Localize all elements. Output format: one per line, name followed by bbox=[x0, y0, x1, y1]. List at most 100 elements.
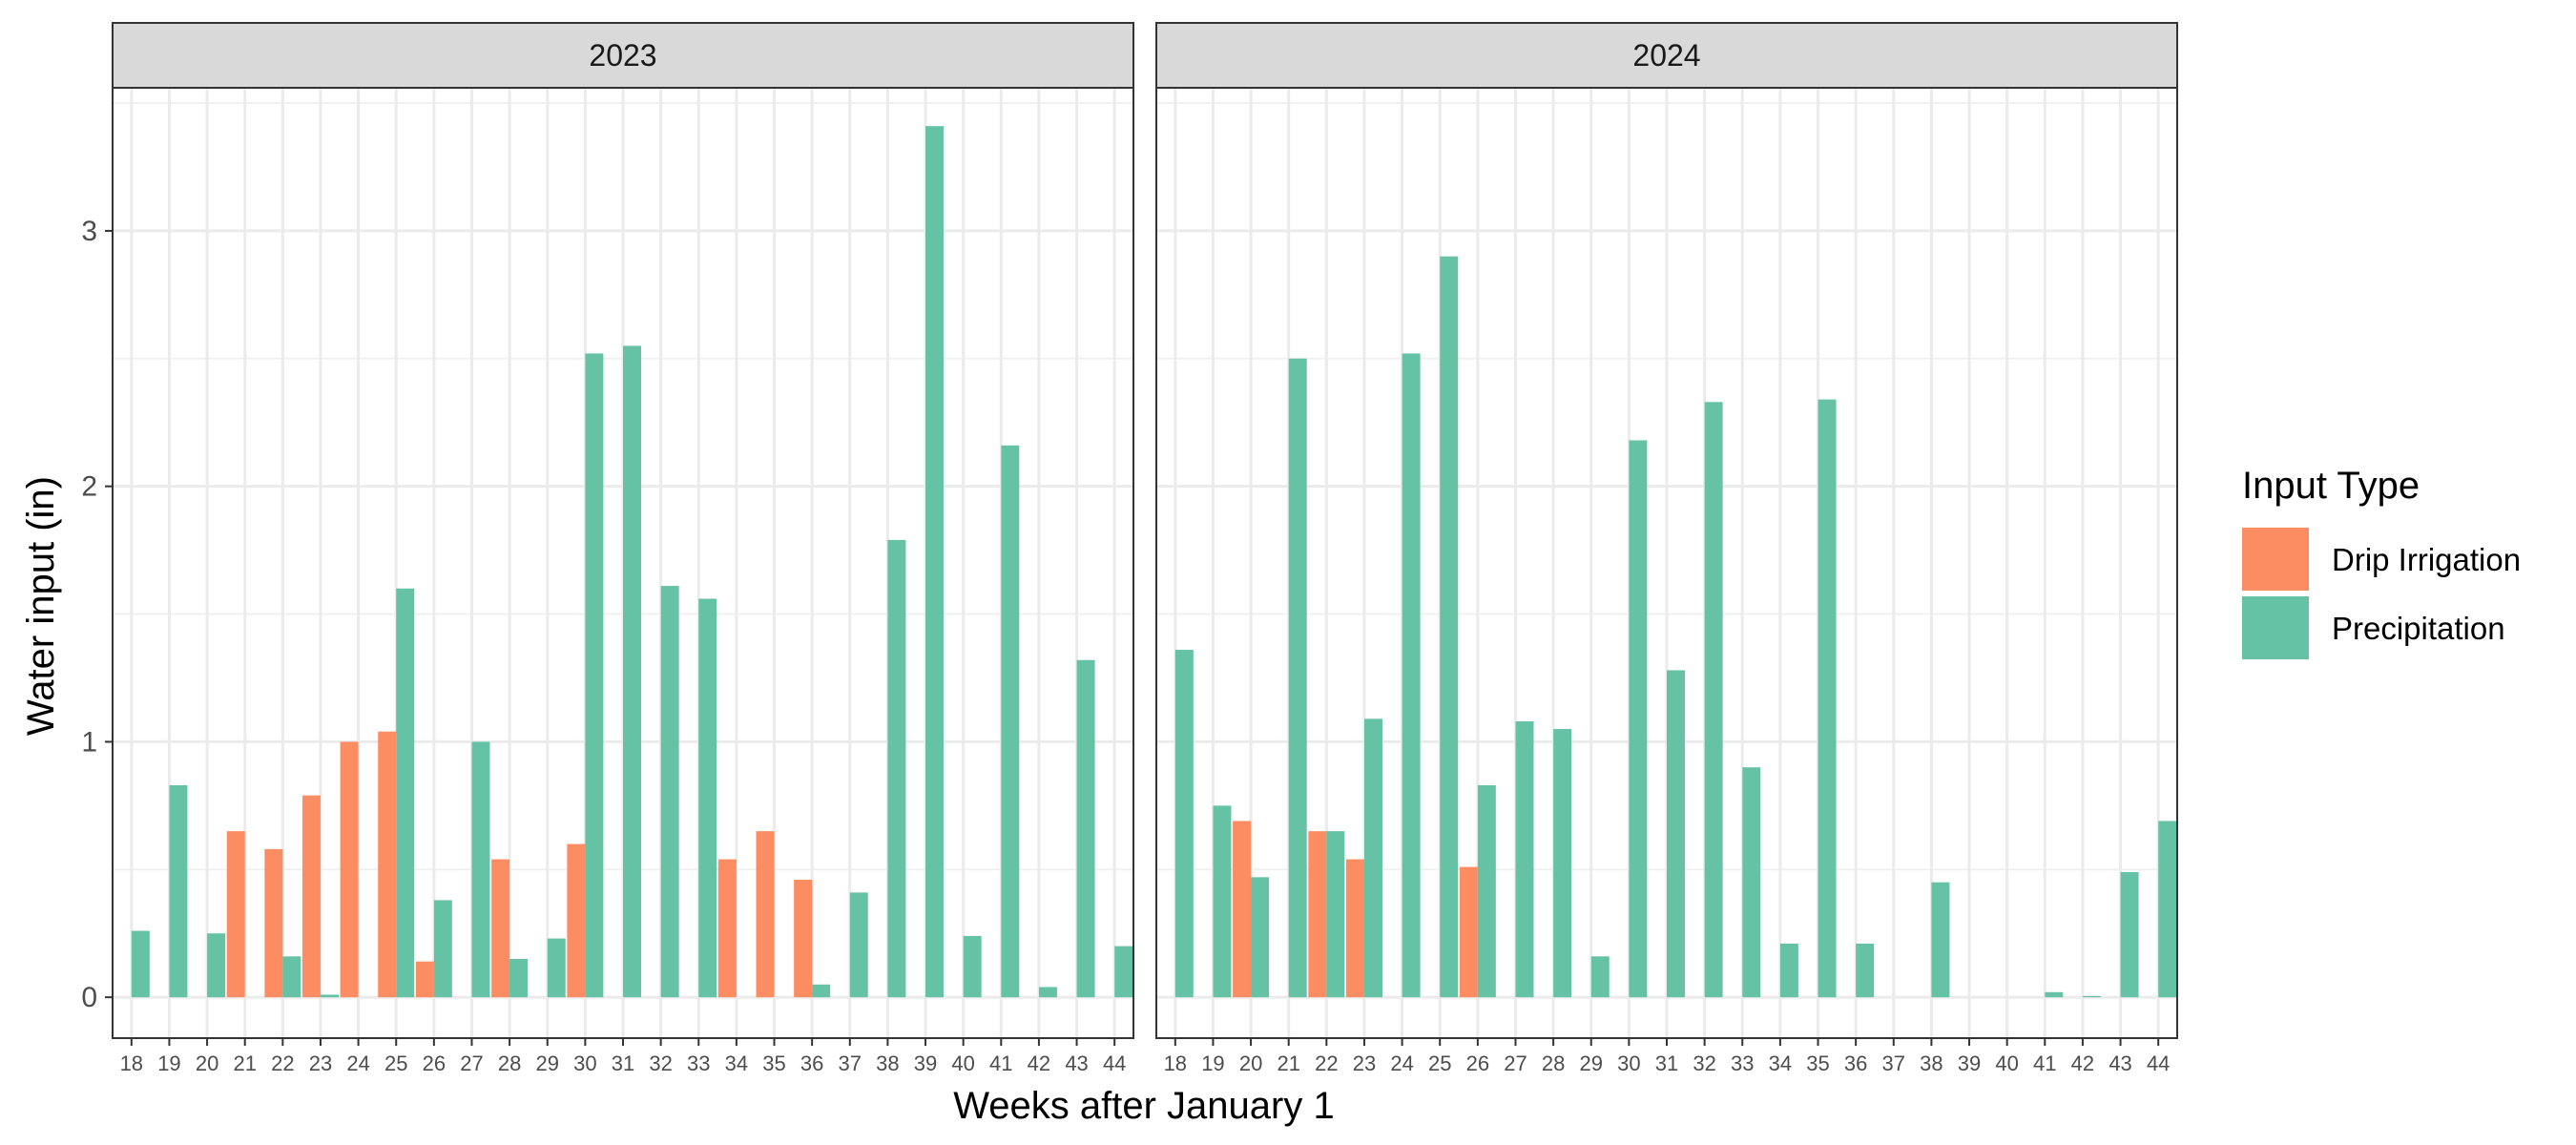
x-axis-title: Weeks after January 1 bbox=[953, 1085, 1334, 1127]
x-tick-label: 37 bbox=[1882, 1051, 1905, 1075]
bar-precip-week-24 bbox=[1402, 353, 1421, 998]
bar-precip-week-23 bbox=[320, 994, 339, 998]
x-tick-label: 22 bbox=[1315, 1051, 1338, 1075]
bar-precip-week-22 bbox=[282, 956, 301, 998]
x-tick-label: 18 bbox=[120, 1051, 143, 1075]
x-tick-label: 25 bbox=[1428, 1051, 1451, 1075]
x-tick-label: 34 bbox=[1769, 1051, 1792, 1075]
bar-precip-week-44 bbox=[2158, 821, 2177, 998]
bar-precip-week-41 bbox=[2045, 991, 2064, 998]
bar-drip-week-28 bbox=[491, 859, 510, 998]
bar-drip-week-22 bbox=[264, 848, 283, 998]
x-tick-label: 30 bbox=[573, 1051, 596, 1075]
x-tick-label: 27 bbox=[460, 1051, 483, 1075]
x-tick-label: 32 bbox=[1693, 1051, 1715, 1075]
bar-drip-week-26 bbox=[1459, 866, 1478, 998]
x-tick-label: 24 bbox=[1390, 1051, 1413, 1075]
bar-precip-week-33 bbox=[698, 598, 717, 998]
bar-precip-week-40 bbox=[963, 935, 982, 998]
x-tick-label: 21 bbox=[1277, 1051, 1299, 1075]
bar-precip-week-44 bbox=[1114, 946, 1133, 998]
strip-label: 2023 bbox=[589, 38, 656, 73]
bar-precip-week-19 bbox=[169, 784, 188, 998]
x-tick-label: 27 bbox=[1504, 1051, 1527, 1075]
bar-precip-week-20 bbox=[1251, 877, 1270, 998]
x-tick-label: 38 bbox=[1920, 1051, 1942, 1075]
panel-2024: 2024 18 19 20 21 22 23 24 25 26 27 28 29 30 31 32 33 34 35… bbox=[1155, 22, 2178, 1075]
bar-drip-week-26 bbox=[415, 961, 434, 998]
bar-precip-week-38 bbox=[1931, 882, 1950, 998]
y-axis-title: Water input (in) bbox=[20, 476, 62, 736]
x-tick-label: 37 bbox=[839, 1051, 862, 1075]
x-tick-label: 28 bbox=[498, 1051, 521, 1075]
x-tick-label: 21 bbox=[233, 1051, 256, 1075]
bar-precip-week-38 bbox=[887, 539, 906, 998]
bar-precip-week-32 bbox=[660, 586, 679, 998]
x-tick-label: 19 bbox=[157, 1051, 180, 1075]
bar-precip-week-25 bbox=[1440, 256, 1459, 998]
x-tick-label: 33 bbox=[1731, 1051, 1754, 1075]
bar-precip-week-34 bbox=[1779, 943, 1798, 998]
bar-precip-week-18 bbox=[131, 930, 150, 998]
x-tick-label: 40 bbox=[1995, 1051, 2018, 1075]
bar-precip-week-33 bbox=[1742, 767, 1761, 998]
bar-precip-week-26 bbox=[1477, 784, 1496, 998]
bar-drip-week-23 bbox=[1345, 859, 1364, 998]
x-tick-label: 29 bbox=[1579, 1051, 1602, 1075]
bar-precip-week-31 bbox=[623, 345, 641, 998]
bar-precip-week-27 bbox=[471, 741, 490, 998]
x-axis-2024: 18 19 20 21 22 23 24 25 26 27 28 29 30 31 32 33 34 35 36 37… bbox=[1164, 1038, 2170, 1075]
bar-precip-week-20 bbox=[207, 933, 226, 998]
bar-precip-week-35 bbox=[1818, 399, 1837, 998]
legend-label-drip-irrigation: Drip Irrigation bbox=[2332, 542, 2521, 577]
x-tick-label: 41 bbox=[2033, 1051, 2056, 1075]
legend: Input Type Drip Irrigation Precipitation bbox=[2242, 465, 2521, 659]
bar-precip-week-31 bbox=[1667, 670, 1685, 998]
bar-precip-week-19 bbox=[1213, 805, 1232, 998]
bar-precip-week-21 bbox=[1288, 358, 1307, 998]
legend-key-precipitation bbox=[2242, 596, 2309, 659]
bar-precip-week-36 bbox=[812, 984, 831, 998]
x-tick-label: 26 bbox=[423, 1051, 446, 1075]
x-tick-label: 40 bbox=[951, 1051, 974, 1075]
bar-precip-week-36 bbox=[1856, 943, 1875, 998]
bar-drip-week-30 bbox=[567, 843, 586, 998]
y-axis: 0 1 2 3 bbox=[81, 216, 113, 1013]
strip-label: 2024 bbox=[1632, 38, 1700, 73]
y-tick-label: 2 bbox=[81, 471, 97, 503]
bar-precip-week-18 bbox=[1174, 650, 1194, 998]
bar-drip-week-36 bbox=[794, 880, 813, 998]
x-tick-label: 31 bbox=[1655, 1051, 1678, 1075]
bars bbox=[131, 126, 1133, 998]
bar-precip-week-30 bbox=[1629, 440, 1648, 998]
bar-precip-week-42 bbox=[1038, 987, 1057, 998]
x-tick-label: 23 bbox=[1353, 1051, 1376, 1075]
x-tick-label: 44 bbox=[2147, 1051, 2170, 1075]
bar-precip-week-43 bbox=[1076, 659, 1095, 998]
bar-drip-week-24 bbox=[340, 741, 359, 998]
x-tick-label: 31 bbox=[612, 1051, 634, 1075]
bar-precip-week-32 bbox=[1704, 402, 1723, 998]
x-tick-label: 23 bbox=[309, 1051, 332, 1075]
bar-drip-week-20 bbox=[1233, 821, 1252, 998]
x-tick-label: 32 bbox=[649, 1051, 672, 1075]
y-tick-label: 3 bbox=[81, 216, 97, 247]
bar-drip-week-25 bbox=[378, 731, 397, 998]
bar-precip-week-42 bbox=[2082, 995, 2101, 998]
y-tick-label: 1 bbox=[81, 726, 97, 758]
legend-label-precipitation: Precipitation bbox=[2332, 611, 2505, 646]
bar-precip-week-28 bbox=[1553, 729, 1572, 998]
bar-precip-week-41 bbox=[1001, 445, 1020, 998]
x-tick-label: 22 bbox=[271, 1051, 294, 1075]
bar-drip-week-22 bbox=[1308, 831, 1327, 998]
y-tick-label: 0 bbox=[81, 982, 97, 1013]
bar-precip-week-39 bbox=[925, 126, 945, 998]
bar-drip-week-21 bbox=[226, 831, 245, 998]
x-tick-label: 39 bbox=[1958, 1051, 1981, 1075]
bars bbox=[1174, 256, 2177, 998]
x-tick-label: 34 bbox=[725, 1051, 748, 1075]
x-tick-label: 20 bbox=[1239, 1051, 1262, 1075]
legend-key-drip-irrigation bbox=[2242, 528, 2309, 591]
bar-precip-week-26 bbox=[433, 900, 452, 998]
